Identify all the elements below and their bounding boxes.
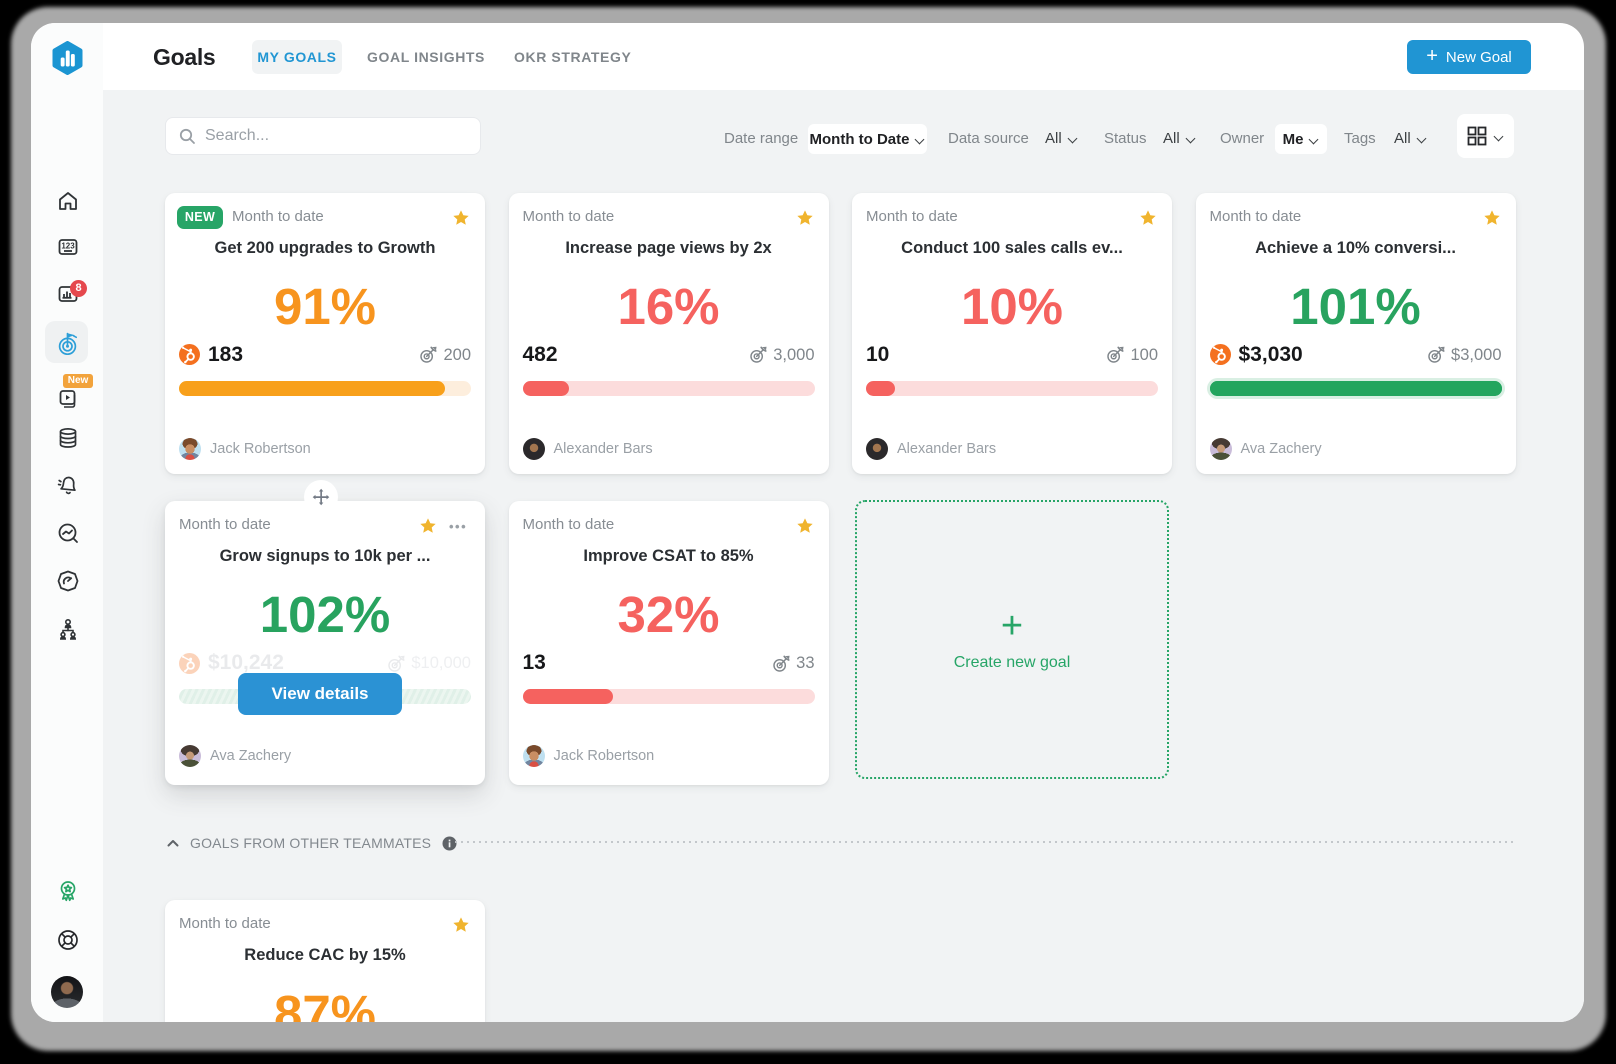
svg-text:123: 123 — [61, 242, 75, 251]
